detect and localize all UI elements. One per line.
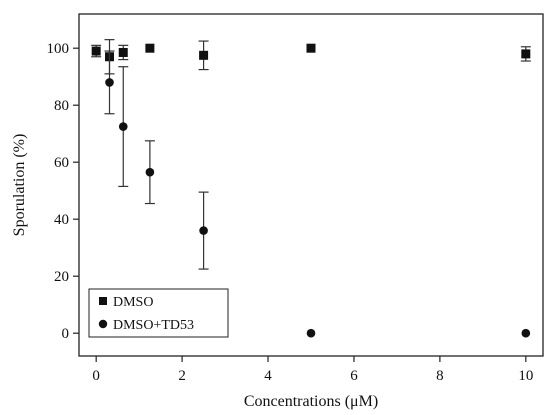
legend-box xyxy=(88,288,229,338)
data-point-square xyxy=(306,43,316,53)
legend-label-dmso-td53: DMSO+TD53 xyxy=(113,318,194,333)
y-tick-label: 40 xyxy=(54,212,69,228)
y-tick-label: 100 xyxy=(47,41,70,57)
y-tick-label: 60 xyxy=(54,155,69,171)
y-axis-label: Sporulation (%) xyxy=(11,134,28,237)
data-point-square xyxy=(118,47,128,57)
data-point-circle xyxy=(118,122,128,131)
x-tick-label: 0 xyxy=(92,368,100,384)
data-point-square xyxy=(91,46,101,56)
y-tick-label: 20 xyxy=(54,269,69,285)
data-point-circle xyxy=(306,328,316,338)
legend: DMSO DMSO+TD53 xyxy=(88,288,229,338)
legend-label-dmso: DMSO xyxy=(113,295,153,310)
data-point-circle xyxy=(199,226,208,235)
legend-square-marker-icon xyxy=(99,297,107,305)
legend-circle-marker-icon xyxy=(98,319,108,329)
x-tick-label: 6 xyxy=(350,368,358,384)
y-tick-label: 80 xyxy=(54,98,69,114)
x-tick-label: 2 xyxy=(178,368,186,384)
x-tick-label: 8 xyxy=(436,368,444,384)
data-point-square xyxy=(521,49,531,59)
data-point-circle xyxy=(105,78,114,87)
data-point-square xyxy=(145,43,155,53)
y-tick-label: 0 xyxy=(62,326,70,342)
data-markers xyxy=(91,39,531,338)
data-point-square xyxy=(199,50,209,60)
y-axis: 0 20 40 60 80 100 xyxy=(47,41,79,342)
x-axis-label: Concentrations (μM) xyxy=(244,393,378,410)
x-tick-label: 10 xyxy=(518,368,533,384)
data-point-circle xyxy=(145,167,155,177)
x-tick-label: 4 xyxy=(264,368,272,384)
x-axis: 0 2 4 6 8 10 xyxy=(92,356,533,384)
data-point-circle xyxy=(521,328,531,338)
